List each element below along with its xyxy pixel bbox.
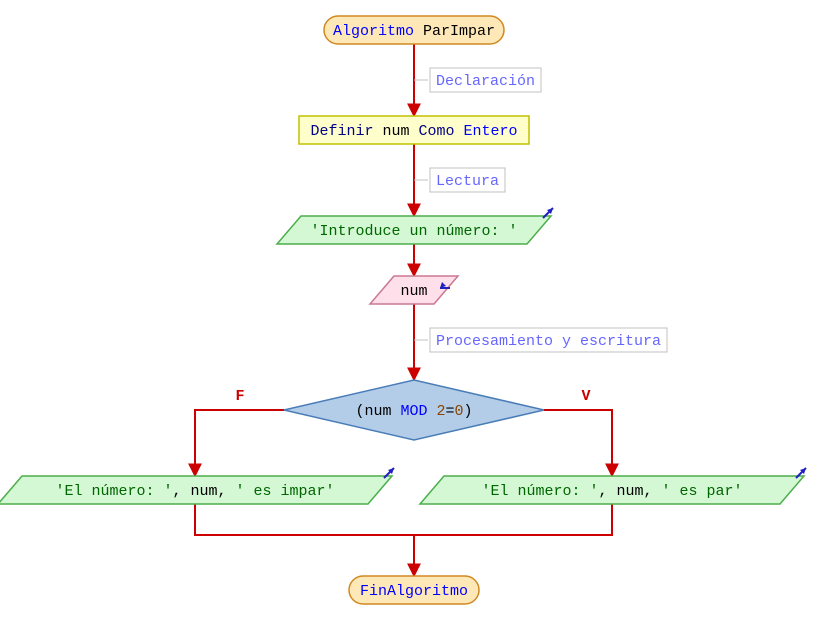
svg-text:'El número: ', num, ' es par': 'El número: ', num, ' es par' (481, 483, 742, 500)
comment-label2-text: Lectura (436, 173, 499, 190)
svg-text:(num MOD 2=0): (num MOD 2=0) (355, 403, 472, 420)
decision-label-false: F (235, 388, 244, 405)
comment-label3-text: Procesamiento y escritura (436, 333, 661, 350)
flowchart-canvas: F V Algoritmo ParImpar Declaración Definir n… (0, 0, 828, 625)
svg-text:num: num (400, 283, 427, 300)
svg-text:FinAlgoritmo: FinAlgoritmo (360, 583, 468, 600)
svg-text:Definir num Como Entero: Definir num Como Entero (310, 123, 517, 140)
nodes: Algoritmo ParImpar Declaración Definir num… (0, 16, 806, 604)
svg-text:'El número: ', num, ' es impar: 'El número: ', num, ' es impar' (55, 483, 334, 500)
decision-label-true: V (581, 388, 590, 405)
svg-text:Algoritmo ParImpar: Algoritmo ParImpar (333, 23, 495, 40)
svg-text:'Introduce un número: ': 'Introduce un número: ' (310, 223, 517, 240)
comment-label1-text: Declaración (436, 73, 535, 90)
